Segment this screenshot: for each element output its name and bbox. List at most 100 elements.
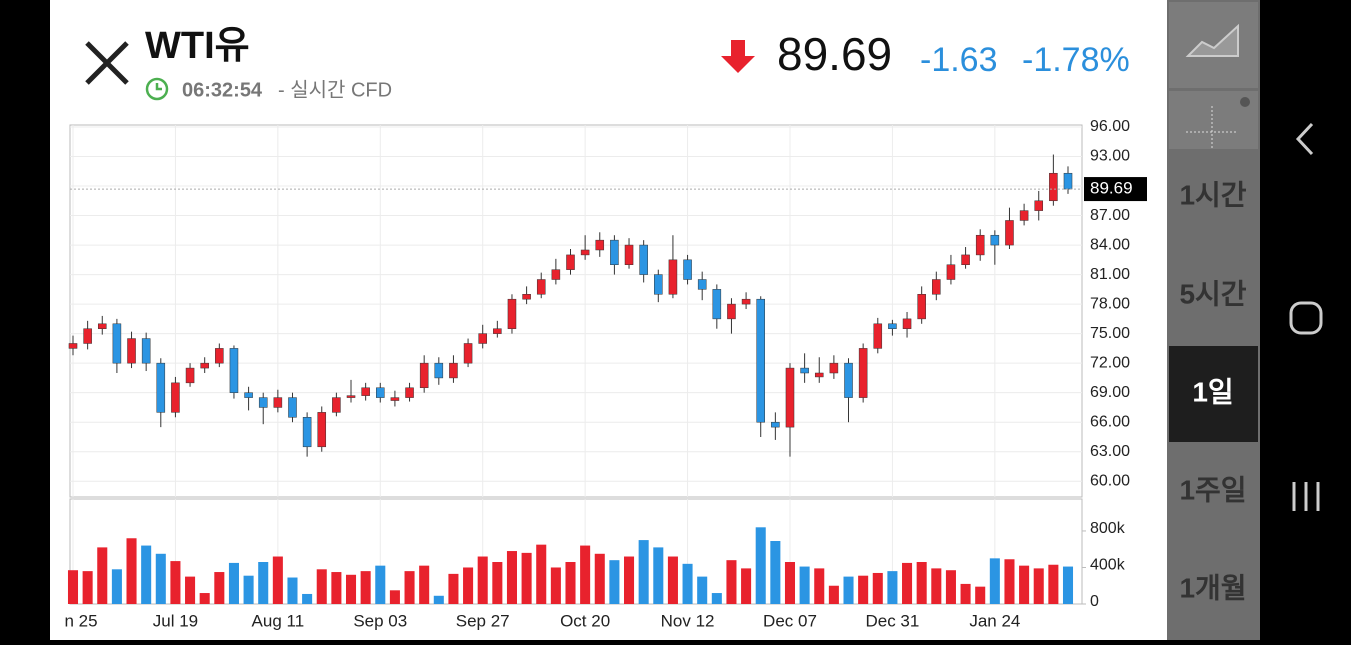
volume-bar — [477, 556, 488, 604]
candle-body — [829, 362, 839, 374]
timeframe-button[interactable] — [1169, 444, 1258, 540]
candle-body — [317, 412, 327, 448]
volume-bar — [945, 570, 956, 604]
x-tick-label: Oct 20 — [560, 611, 610, 630]
candle-body — [975, 234, 985, 256]
candle-body — [873, 323, 883, 349]
timeframe-label[interactable]: 1주일 — [1179, 474, 1246, 505]
candle-body — [800, 367, 809, 374]
change: -1.63 — [920, 41, 998, 79]
y-tick-label: 72.00 — [1090, 354, 1130, 371]
candle-body — [405, 387, 414, 398]
volume-bar — [828, 585, 839, 604]
volume-bar — [433, 595, 444, 604]
timeframe-button[interactable] — [1169, 346, 1258, 442]
volume-bar — [887, 571, 898, 604]
y-tick-label: 75.00 — [1090, 325, 1130, 342]
nav-bar — [1260, 0, 1351, 640]
crosshair-button[interactable] — [1169, 91, 1258, 158]
candle-body — [741, 298, 751, 305]
volume-bar — [1019, 565, 1030, 604]
candle-body — [273, 397, 283, 408]
volume-bar — [565, 562, 576, 604]
close-button[interactable] — [85, 41, 129, 85]
clock-icon — [145, 77, 169, 101]
candle-body — [361, 387, 370, 396]
volume-bar — [931, 568, 942, 604]
timeframe-label[interactable]: 1일 — [1192, 376, 1233, 407]
volume-bar — [97, 547, 108, 604]
y-tick-label: 60.00 — [1090, 472, 1130, 489]
candle-body — [229, 348, 239, 393]
candle-body — [1049, 172, 1058, 202]
timeframe-label[interactable]: 5시간 — [1179, 278, 1246, 309]
x-tick-label: Sep 27 — [456, 611, 510, 630]
volume-bar — [609, 560, 620, 604]
last-price-label: 89.69 — [1090, 179, 1133, 198]
timeframe-button[interactable] — [1169, 542, 1258, 638]
timeframe-label[interactable]: 1개월 — [1179, 572, 1246, 603]
volume-tick-label: 400k — [1090, 557, 1126, 574]
volume-bar — [975, 586, 986, 604]
volume-bar — [272, 556, 283, 604]
volume-bar — [463, 567, 474, 604]
candle-body — [1005, 220, 1014, 246]
candle-body — [376, 387, 385, 398]
volume-bar — [302, 593, 313, 604]
left-edge — [0, 0, 50, 640]
mode: - 실시간 CFD — [278, 78, 392, 101]
volume-bar — [711, 593, 722, 604]
candle-body — [258, 397, 268, 408]
candle-body — [127, 338, 136, 364]
candle-body — [215, 348, 224, 364]
candle-body — [961, 254, 970, 265]
timeframe-button[interactable] — [1169, 149, 1258, 245]
volume-bar — [492, 562, 503, 604]
last-price-box — [1084, 177, 1147, 202]
candle-body — [639, 244, 648, 275]
volume-bar — [185, 576, 196, 604]
candle-body — [536, 279, 546, 295]
volume-bar — [902, 562, 913, 604]
x-tick-label: Dec 07 — [763, 611, 817, 630]
candle-body — [419, 362, 429, 389]
timeframe-button[interactable] — [1169, 248, 1258, 344]
candle-body — [493, 328, 502, 334]
volume-bar — [82, 571, 93, 604]
candle-body — [332, 397, 341, 413]
candle-body — [566, 254, 575, 270]
candle-body — [756, 298, 765, 423]
volume-bar — [199, 593, 210, 604]
candle-body — [932, 279, 941, 295]
candle-body — [1063, 172, 1073, 190]
timeframe-label[interactable]: 1시간 — [1179, 179, 1246, 210]
chart-type-button[interactable] — [1169, 2, 1258, 88]
home-button[interactable] — [1289, 301, 1323, 335]
volume-bar — [741, 568, 752, 604]
instrument-title: WTI유 — [145, 25, 250, 67]
x-tick-label: Sep 03 — [353, 611, 407, 630]
back-button[interactable] — [1295, 122, 1314, 156]
candle-body — [449, 362, 458, 379]
recents-button[interactable] — [1292, 482, 1320, 511]
candle-body — [463, 343, 473, 364]
volume-bar — [521, 552, 532, 604]
time: 06:32:54 — [182, 79, 263, 101]
candle-body — [185, 367, 195, 384]
candle-body — [346, 395, 356, 398]
candle-body — [727, 303, 736, 320]
x-tick-label: Aug 11 — [252, 611, 305, 630]
y-tick-label: 69.00 — [1090, 384, 1130, 401]
volume-bar — [111, 569, 122, 604]
y-tick-label: 66.00 — [1090, 413, 1130, 430]
candle-body — [990, 234, 1000, 246]
volume-bar — [287, 577, 298, 604]
volume-bar — [536, 544, 547, 604]
candle-body — [771, 421, 780, 428]
candle-body — [917, 294, 926, 320]
y-tick-label: 93.00 — [1090, 148, 1130, 165]
volume-panel — [69, 498, 1083, 605]
candle-body — [1019, 210, 1029, 221]
volume-bar — [858, 575, 869, 604]
